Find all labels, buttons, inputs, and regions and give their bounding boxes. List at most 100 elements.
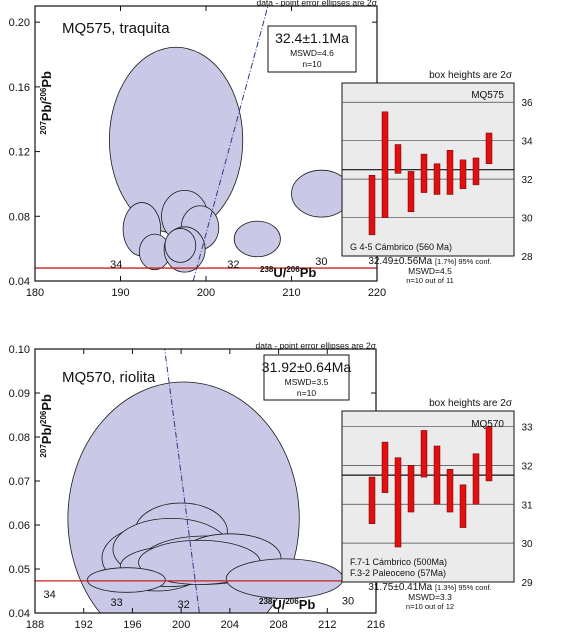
y-axis-label: 207Pb/206Pb <box>39 71 54 135</box>
result-n: n=10 <box>302 59 321 69</box>
x-tick-label: 210 <box>282 287 300 299</box>
y-tick-label: 0.07 <box>9 476 30 488</box>
y-tick-label: 0.04 <box>9 608 30 620</box>
inset-age-bar <box>459 159 467 189</box>
inset-tick-label: 30 <box>521 214 533 225</box>
inset-age-bar <box>368 476 376 524</box>
inset-age-bar <box>394 144 402 174</box>
x-tick-label: 220 <box>368 287 386 299</box>
concordia-age-label: 30 <box>342 596 354 608</box>
error-ellipse <box>86 567 166 593</box>
inset-age-bar <box>407 171 415 213</box>
inset-age-bar <box>446 469 454 513</box>
inset-plot: box heights are 2σ 29 30 31 32 33 MQ570 F.7-1 C… <box>341 398 533 611</box>
inset-header: box heights are 2σ <box>429 70 513 81</box>
y-tick-label: 0.09 <box>9 388 30 400</box>
error-ellipse <box>164 228 197 263</box>
x-tick-label: 208 <box>269 619 287 631</box>
plot-area: 34 33 32 30 <box>35 349 376 613</box>
inset-age-bar <box>472 453 480 505</box>
result-mswd: MSWD=3.5 <box>285 377 329 387</box>
inset-age-bar <box>433 163 441 195</box>
inset-tick-label: 32 <box>521 461 533 472</box>
y-tick-label: 0.08 <box>9 211 30 223</box>
result-age: 31.92±0.64Ma <box>262 359 352 375</box>
inset-mswd: MSWD=4.5 <box>408 266 452 276</box>
x-tick-label: 216 <box>367 619 385 631</box>
concordia-age-label: 34 <box>110 259 122 271</box>
plot-area: 34 32 30 <box>35 6 377 281</box>
inset-age-bar <box>420 153 428 193</box>
y-tick-label: 0.08 <box>9 432 30 444</box>
inset-age-bar <box>433 445 441 505</box>
inset-age-bar <box>485 426 493 482</box>
header-note: data - point error ellipses are 2σ <box>255 341 376 351</box>
concordia-age-label: 32 <box>227 259 239 271</box>
result-n: n=10 <box>297 388 316 398</box>
chart-title: MQ570, riolita <box>62 369 156 386</box>
inset-tick-label: 29 <box>521 578 533 589</box>
inset-tick-label: 31 <box>521 500 533 511</box>
chart-title: MQ575, traquita <box>62 20 170 37</box>
inset-legend: F.3-2 Paleoceno (57Ma) <box>350 568 446 578</box>
x-tick-label: 200 <box>197 287 215 299</box>
concordia-age-label: 34 <box>43 589 55 601</box>
y-tick-label: 0.10 <box>9 344 30 356</box>
inset-tick-label: 33 <box>521 423 533 434</box>
inset-header: box heights are 2σ <box>429 398 513 409</box>
inset-n: n=10 out of 11 <box>406 276 454 285</box>
inset-legend: F.7-1 Cámbrico (500Ma) <box>350 557 447 567</box>
x-tick-label: 180 <box>26 287 44 299</box>
inset-age-bar <box>407 465 415 513</box>
concordia-age-label: 33 <box>110 597 122 609</box>
inset-age-bar <box>446 150 454 195</box>
inset-age-bar <box>381 441 389 493</box>
x-tick-label: 204 <box>221 619 239 631</box>
inset-tick-label: 28 <box>521 252 533 263</box>
inset-age-bar <box>368 175 376 236</box>
chart-panel-2: data - point error ellipses are 2σ 34 33 32… <box>9 341 533 632</box>
inset-sample-label: MQ575 <box>471 90 504 101</box>
concordia-age-label: 32 <box>177 599 189 611</box>
x-axis-label: 238U/206Pb <box>260 265 316 280</box>
inset-age-bar <box>472 157 480 186</box>
result-mswd: MSWD=4.6 <box>290 48 334 58</box>
inset-age-bar <box>381 111 389 218</box>
inset-n: n=10 out of 12 <box>406 602 454 611</box>
x-axis-label: 238U/206Pb <box>259 597 315 612</box>
result-box <box>263 354 350 401</box>
result-box <box>267 25 357 73</box>
header-note: data - point error ellipses are 2σ <box>256 0 377 8</box>
inset-tick-label: 34 <box>521 137 533 148</box>
x-tick-label: 212 <box>318 619 336 631</box>
x-tick-label: 196 <box>123 619 141 631</box>
y-tick-label: 0.12 <box>9 147 30 159</box>
inset-result: 31.75±0.41Ma [1.3%] 95% conf. <box>368 582 491 593</box>
inset-result: 32.49±0.56Ma [1.7%] 95% conf. <box>368 256 491 267</box>
inset-age-bar <box>459 484 467 528</box>
error-ellipse <box>233 220 281 258</box>
inset-tick-label: 36 <box>521 98 533 109</box>
inset-age-bar <box>420 430 428 478</box>
y-tick-label: 0.05 <box>9 564 30 576</box>
y-tick-label: 0.06 <box>9 520 30 532</box>
intercept-line <box>164 349 200 613</box>
y-tick-label: 0.16 <box>9 82 30 94</box>
inset-tick-label: 32 <box>521 175 533 186</box>
y-tick-label: 0.20 <box>9 17 30 29</box>
result-age: 32.4±1.1Ma <box>275 30 349 46</box>
inset-age-bar <box>485 132 493 164</box>
x-tick-label: 188 <box>26 619 44 631</box>
x-tick-label: 190 <box>111 287 129 299</box>
intercept-line <box>192 6 269 281</box>
error-ellipse <box>225 558 344 599</box>
inset-legend: G 4-5 Cámbrico (560 Ma) <box>350 242 452 252</box>
inset-age-bar <box>394 457 402 548</box>
y-tick-label: 0.04 <box>9 276 30 288</box>
inset-sample-label: MQ570 <box>471 419 504 430</box>
concordia-age-label: 30 <box>315 256 327 268</box>
inset-tick-label: 30 <box>521 539 533 550</box>
inset-plot: box heights are 2σ 28 30 32 34 36 MQ575 G 4-5 C… <box>341 70 533 285</box>
x-tick-label: 192 <box>75 619 93 631</box>
